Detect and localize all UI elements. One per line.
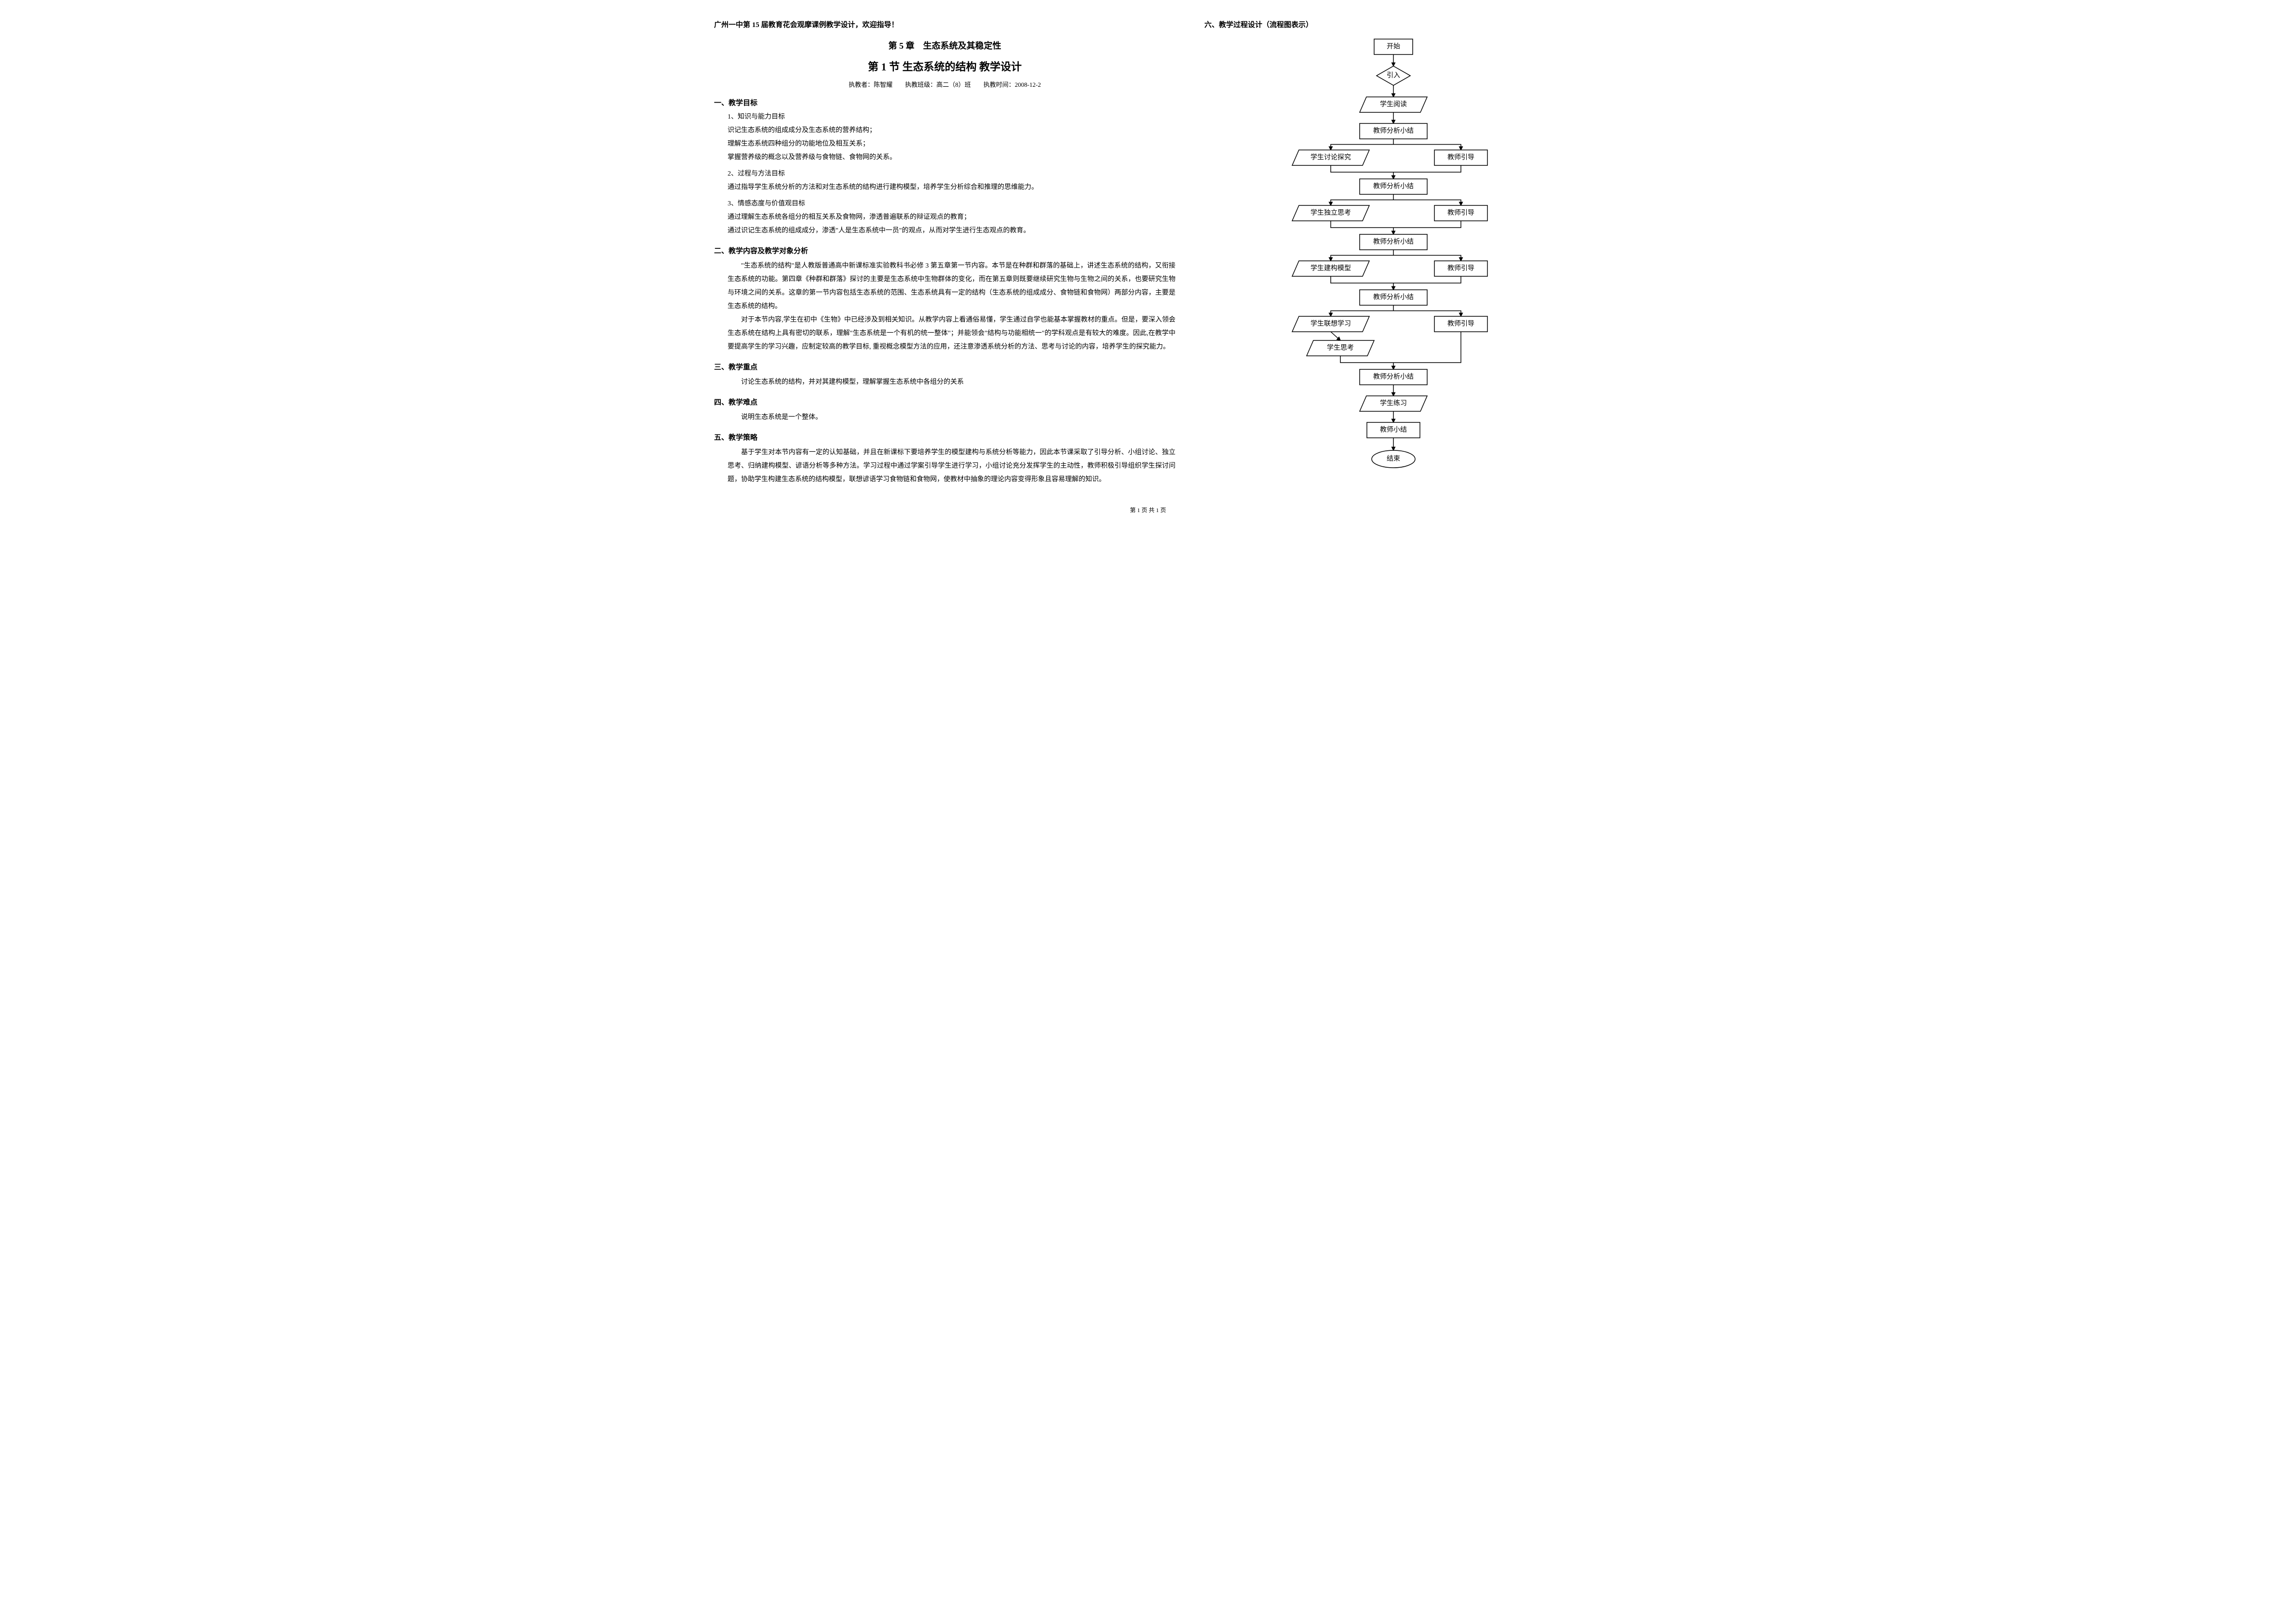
flowchart-label-think: 学生独立思考 bbox=[1310, 209, 1351, 217]
section-6-title: 六、教学过程设计（流程图表示） bbox=[1204, 19, 1582, 29]
flowchart-label-assoc: 学生联想学习 bbox=[1310, 320, 1351, 328]
flowchart-label-summary3: 教师分析小结 bbox=[1373, 238, 1414, 246]
flowchart-label-practice: 学生练习 bbox=[1380, 400, 1407, 407]
page-footer: 第 1 页 共 1 页 bbox=[24, 506, 2272, 514]
chapter-title: 第 5 章 生态系统及其稳定性 bbox=[714, 39, 1175, 52]
s4-p: 说明生态系统是一个整体。 bbox=[728, 411, 1175, 424]
flowchart-label-start: 开始 bbox=[1387, 43, 1400, 51]
flowchart-label-guide3: 教师引导 bbox=[1447, 265, 1474, 272]
s1-sub3-line2: 通过识记生态系统的组成成分，渗透"人是生态系统中一员"的观点，从而对学生进行生态… bbox=[728, 224, 1175, 238]
section-title: 第 1 节 生态系统的结构 教学设计 bbox=[714, 58, 1175, 74]
section-2-title: 二、教学内容及教学对象分析 bbox=[714, 245, 1175, 256]
s1-sub1-line3: 掌握营养级的概念以及营养级与食物链、食物网的关系。 bbox=[728, 151, 1175, 164]
flowchart-label-guide2: 教师引导 bbox=[1447, 209, 1474, 217]
s5-p: 基于学生对本节内容有一定的认知基础，并且在新课标下要培养学生的模型建构与系统分析… bbox=[728, 446, 1175, 487]
s1-sub1: 1、知识与能力目标 bbox=[728, 111, 1175, 121]
s3-p: 讨论生态系统的结构，并对其建构模型，理解掌握生态系统中各组分的关系 bbox=[728, 376, 1175, 389]
s2-p2: 对于本节内容,学生在初中《生物》中已经涉及到相关知识。从教学内容上看通俗易懂，学… bbox=[728, 313, 1175, 354]
flowchart-label-discuss: 学生讨论探究 bbox=[1310, 154, 1351, 162]
section-5-title: 五、教学策略 bbox=[714, 432, 1175, 442]
s1-sub2-line1: 通过指导学生系统分析的方法和对生态系统的结构进行建构模型，培养学生分析综合和推理… bbox=[728, 181, 1175, 194]
flowchart-label-guide4: 教师引导 bbox=[1447, 320, 1474, 328]
flowchart-container: 开始引入学生阅读教师分析小结学生讨论探究教师引导教师分析小结学生独立思考教师引导… bbox=[1204, 37, 1582, 481]
flowchart-label-sthink: 学生思考 bbox=[1327, 344, 1354, 352]
s1-sub3-line1: 通过理解生态系统各组分的相互关系及食物网，渗透普遍联系的辩证观点的教育； bbox=[728, 211, 1175, 224]
meta-info: 执教者：陈智耀 执教班级：高二（8）班 执教时间：2008-12-2 bbox=[714, 80, 1175, 89]
flowchart-label-summary4: 教师分析小结 bbox=[1373, 294, 1414, 301]
section-4-title: 四、教学难点 bbox=[714, 397, 1175, 407]
flowchart-label-intro: 引入 bbox=[1387, 72, 1400, 80]
flowchart-label-summary1: 教师分析小结 bbox=[1373, 127, 1414, 135]
s1-sub2: 2、过程与方法目标 bbox=[728, 168, 1175, 178]
left-column: 广州一中第 15 届教育花会观摩课例教学设计，欢迎指导！ 第 5 章 生态系统及… bbox=[714, 19, 1175, 487]
flowchart-label-guide1: 教师引导 bbox=[1447, 154, 1474, 162]
section-3-title: 三、教学重点 bbox=[714, 362, 1175, 372]
s1-sub1-line1: 识记生态系统的组成成分及生态系统的营养结构； bbox=[728, 124, 1175, 137]
s1-sub1-line2: 理解生态系统四种组分的功能地位及相互关系； bbox=[728, 137, 1175, 151]
flowchart-label-end: 结束 bbox=[1387, 455, 1400, 463]
right-column: 六、教学过程设计（流程图表示） 开始引入学生阅读教师分析小结学生讨论探究教师引导… bbox=[1204, 19, 1582, 487]
section-1-title: 一、教学目标 bbox=[714, 97, 1175, 108]
flowchart-label-summary2: 教师分析小结 bbox=[1373, 183, 1414, 190]
flowchart-label-summary5: 教师分析小结 bbox=[1373, 373, 1414, 381]
flowchart-svg: 开始引入学生阅读教师分析小结学生讨论探究教师引导教师分析小结学生独立思考教师引导… bbox=[1249, 37, 1538, 481]
document-header: 广州一中第 15 届教育花会观摩课例教学设计，欢迎指导！ bbox=[714, 19, 1175, 29]
flowchart-label-read: 学生阅读 bbox=[1380, 100, 1407, 108]
flowchart-label-model: 学生建构模型 bbox=[1310, 265, 1351, 272]
page-container: 广州一中第 15 届教育花会观摩课例教学设计，欢迎指导！ 第 5 章 生态系统及… bbox=[714, 19, 1582, 487]
flowchart-label-tsummary: 教师小结 bbox=[1380, 426, 1407, 434]
s2-p1: "生态系统的结构"是人教版普通高中新课标准实验教科书必修 3 第五章第一节内容。… bbox=[728, 259, 1175, 313]
s1-sub3: 3、情感态度与价值观目标 bbox=[728, 198, 1175, 208]
